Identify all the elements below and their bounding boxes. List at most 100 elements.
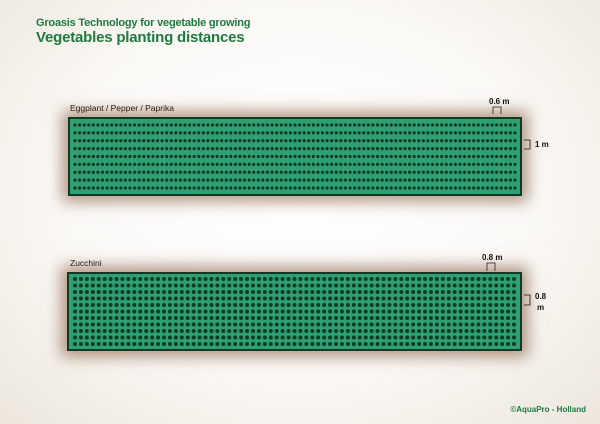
plant-dot [280,296,285,301]
plant-dot [351,322,356,327]
plant-dot [123,170,128,174]
plant-dot [444,123,448,127]
plant-dot [261,178,265,182]
plant-dot [399,342,404,346]
plant-dot [494,322,499,327]
plant-dot [280,329,285,333]
plant-dot [250,303,255,307]
plant-dot [328,309,333,314]
plant-dot [482,296,487,301]
plant-dot [262,335,267,340]
plant-dot [339,283,344,288]
plant-dot [482,309,487,314]
plant-dot [343,123,348,127]
plant-dot [174,186,178,190]
plant-dot [173,283,178,288]
plant-dot [233,322,238,327]
plant-dot [334,316,339,320]
plant-dot [428,309,433,314]
plant-dot [316,170,320,174]
plant-dot [261,123,265,127]
plant-dot [322,309,327,314]
plant-dot [494,283,499,288]
plant-dot [197,322,202,327]
plant-dot [345,283,350,288]
plant-dot [304,309,309,314]
plant-dot [316,139,320,143]
bed-1-plant-spacing-bracket [524,139,531,150]
plant-dot [302,147,306,151]
plant-dot [351,290,356,294]
plant-dot [453,186,458,190]
plant-dot [102,342,107,346]
plant-dot [179,322,184,327]
plant-dot [476,283,481,288]
plant-dot [440,277,445,281]
plant-dot [245,322,250,327]
plant-dot [197,342,202,346]
plant-dot [394,147,398,151]
plant-dot [165,131,169,135]
plant-dot [339,170,343,174]
plant-dot [150,335,155,340]
plant-dot [100,186,105,190]
plant-dot [434,290,439,294]
plant-dot [239,322,244,327]
bed-2-plant-spacing-label-line2: m [537,303,545,312]
plant-dot [330,139,334,143]
plant-dot [449,162,453,166]
plant-dot [504,170,508,174]
plant-dot [458,309,463,314]
plant-dot [242,170,247,174]
plant-dot [151,186,155,190]
plant-dot [310,303,315,307]
plant-dot [292,303,297,307]
plant-dot [357,162,361,166]
plant-dot [385,139,389,143]
plant-dot [209,342,214,346]
plant-dot [369,309,374,314]
plant-dot [197,178,201,182]
plant-dot [407,147,412,151]
plant-dot [114,296,119,301]
plant-dot [209,277,214,281]
plant-dot [472,186,476,190]
plant-dot [316,335,321,340]
plant-dot [325,123,329,127]
plant-dot [339,277,344,281]
plant-dot [506,342,511,346]
plant-dot [470,316,475,320]
plant-dot [339,316,344,320]
plant-dot [275,154,279,159]
plant-dot [371,139,375,143]
plant-dot [167,303,172,307]
plant-dot [453,123,458,127]
plant-dot [352,186,357,190]
plant-dot [150,290,155,294]
plant-dot [197,290,202,294]
plant-dot [371,162,375,166]
plant-dot [421,147,425,151]
plant-dot [421,178,425,182]
plant-dot [262,277,267,281]
plant-dot [292,316,297,320]
plant-dot [472,178,476,182]
plant-dot [210,170,215,174]
plant-dot [197,123,201,127]
plant-dot [481,162,485,166]
plant-dot [476,329,481,333]
plant-dot [215,322,220,327]
plant-dot [110,170,114,174]
plant-dot [262,316,267,320]
plant-dot [120,342,125,346]
plant-dot [440,329,445,333]
plant-dot [375,309,380,314]
plant-dot [464,277,469,281]
plant-dot [403,170,407,174]
plant-dot [485,186,490,190]
plant-dot [262,329,267,333]
plant-dot [393,335,398,340]
plant-dot [293,139,297,143]
plant-dot [155,162,160,166]
plant-dot [316,277,321,281]
